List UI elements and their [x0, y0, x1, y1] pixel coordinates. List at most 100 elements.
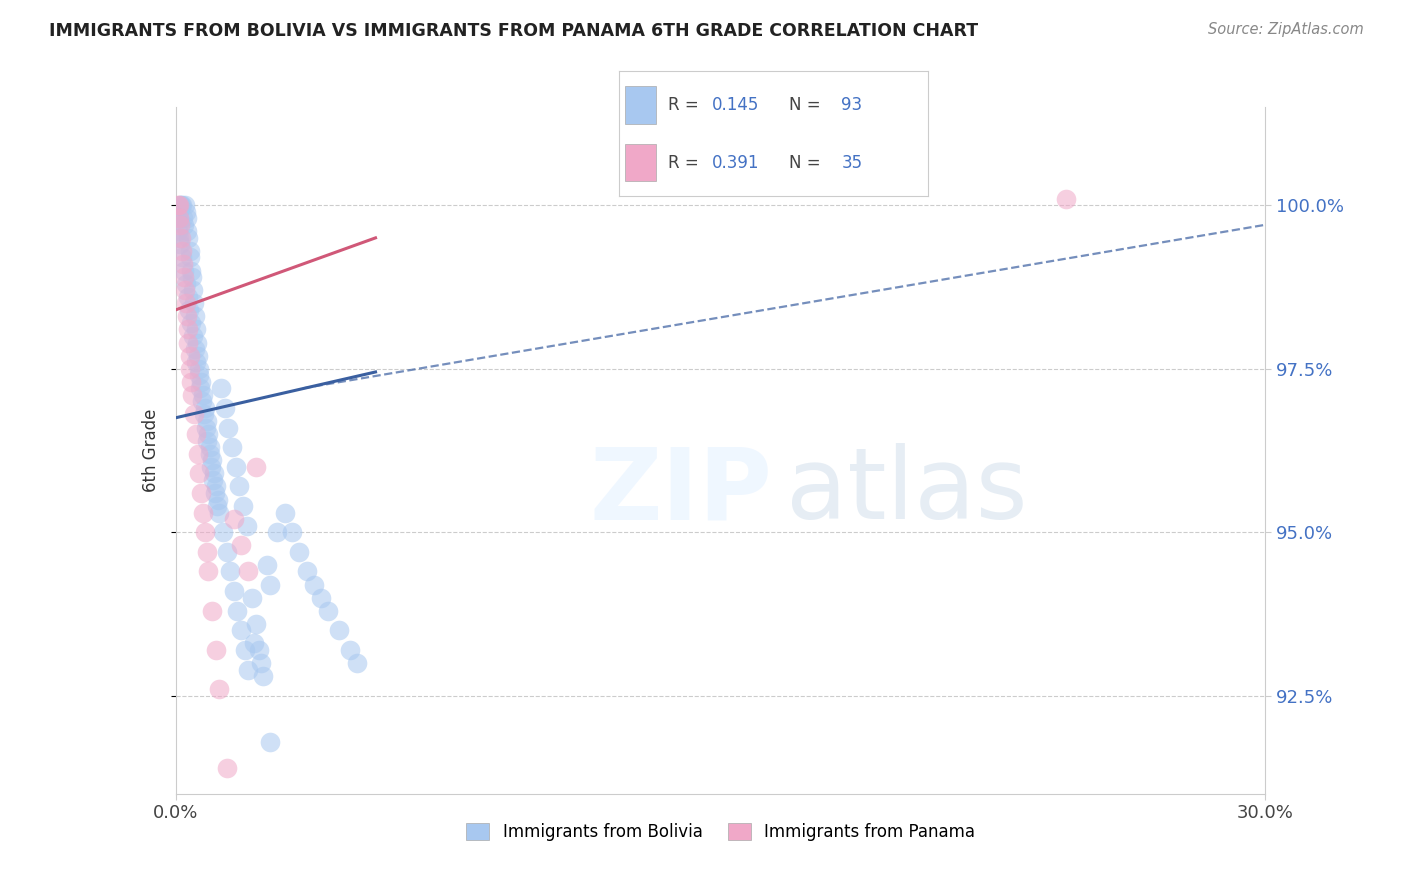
Point: [180, 375, 202, 389]
Point: [173, 263, 195, 277]
Point: [181, 329, 204, 343]
Text: Source: ZipAtlas.com: Source: ZipAtlas.com: [1208, 22, 1364, 37]
Point: [209, 381, 232, 395]
Point: [195, 545, 218, 559]
Point: [174, 204, 197, 219]
Point: [228, 479, 250, 493]
Point: [169, 204, 191, 219]
Point: [172, 211, 194, 226]
Point: [197, 427, 219, 442]
Point: [212, 525, 235, 540]
Point: [181, 283, 204, 297]
Point: [177, 335, 200, 350]
Point: [179, 361, 201, 376]
Point: [183, 408, 205, 422]
Point: [173, 198, 195, 212]
Point: [247, 643, 270, 657]
Point: [274, 506, 297, 520]
Point: [235, 518, 257, 533]
Point: [173, 270, 195, 285]
Point: [172, 244, 194, 258]
Point: [176, 224, 198, 238]
Point: [250, 656, 273, 670]
Point: [186, 447, 209, 461]
Point: [193, 408, 215, 422]
Point: [346, 656, 368, 670]
Point: [173, 218, 195, 232]
Text: ZIP: ZIP: [591, 443, 773, 541]
Point: [194, 525, 217, 540]
Point: [328, 624, 350, 638]
Point: [169, 237, 191, 252]
Point: [238, 663, 260, 677]
Point: [179, 349, 201, 363]
Y-axis label: 6th Grade: 6th Grade: [142, 409, 160, 492]
Point: [200, 459, 222, 474]
Point: [222, 584, 245, 599]
Point: [281, 525, 304, 540]
Point: [302, 577, 325, 591]
Point: [186, 335, 208, 350]
Point: [167, 224, 190, 238]
Point: [188, 467, 211, 481]
Point: [169, 198, 191, 212]
Point: [1054, 192, 1077, 206]
Point: [252, 669, 274, 683]
Point: [190, 375, 212, 389]
Point: [318, 604, 340, 618]
Point: [201, 453, 224, 467]
Point: [232, 499, 254, 513]
Point: [204, 643, 226, 657]
Point: [177, 322, 200, 336]
Point: [188, 381, 211, 395]
Point: [184, 427, 207, 442]
Point: [295, 565, 318, 579]
Text: 0.145: 0.145: [711, 96, 759, 114]
Point: [205, 499, 228, 513]
Text: 93: 93: [841, 96, 862, 114]
Point: [167, 211, 190, 226]
Point: [226, 604, 249, 618]
Point: [177, 231, 200, 245]
Point: [195, 434, 218, 448]
Point: [245, 616, 267, 631]
Point: [179, 302, 201, 317]
Point: [256, 558, 278, 572]
Point: [217, 420, 239, 434]
Point: [172, 198, 194, 212]
Point: [259, 734, 281, 748]
Point: [170, 198, 193, 212]
Point: [202, 473, 225, 487]
Text: R =: R =: [668, 96, 704, 114]
Point: [183, 310, 205, 324]
Point: [181, 388, 204, 402]
Point: [188, 361, 211, 376]
Text: R =: R =: [668, 153, 704, 171]
Point: [198, 447, 221, 461]
Point: [208, 682, 231, 697]
Point: [176, 211, 198, 226]
Point: [190, 486, 212, 500]
Point: [243, 636, 266, 650]
Point: [339, 643, 361, 657]
Point: [266, 525, 288, 540]
Point: [204, 486, 226, 500]
Point: [166, 211, 188, 226]
Text: 35: 35: [841, 153, 862, 171]
Point: [184, 322, 207, 336]
Point: [187, 368, 209, 383]
Point: [167, 231, 190, 245]
Point: [166, 198, 188, 212]
Point: [238, 565, 260, 579]
Point: [309, 591, 332, 605]
Point: [231, 538, 253, 552]
Point: [183, 296, 205, 310]
Text: N =: N =: [789, 96, 825, 114]
Point: [245, 459, 267, 474]
Point: [170, 231, 193, 245]
Point: [208, 506, 231, 520]
Point: [184, 342, 207, 356]
Point: [174, 296, 197, 310]
Text: N =: N =: [789, 153, 825, 171]
Text: atlas: atlas: [786, 443, 1028, 541]
